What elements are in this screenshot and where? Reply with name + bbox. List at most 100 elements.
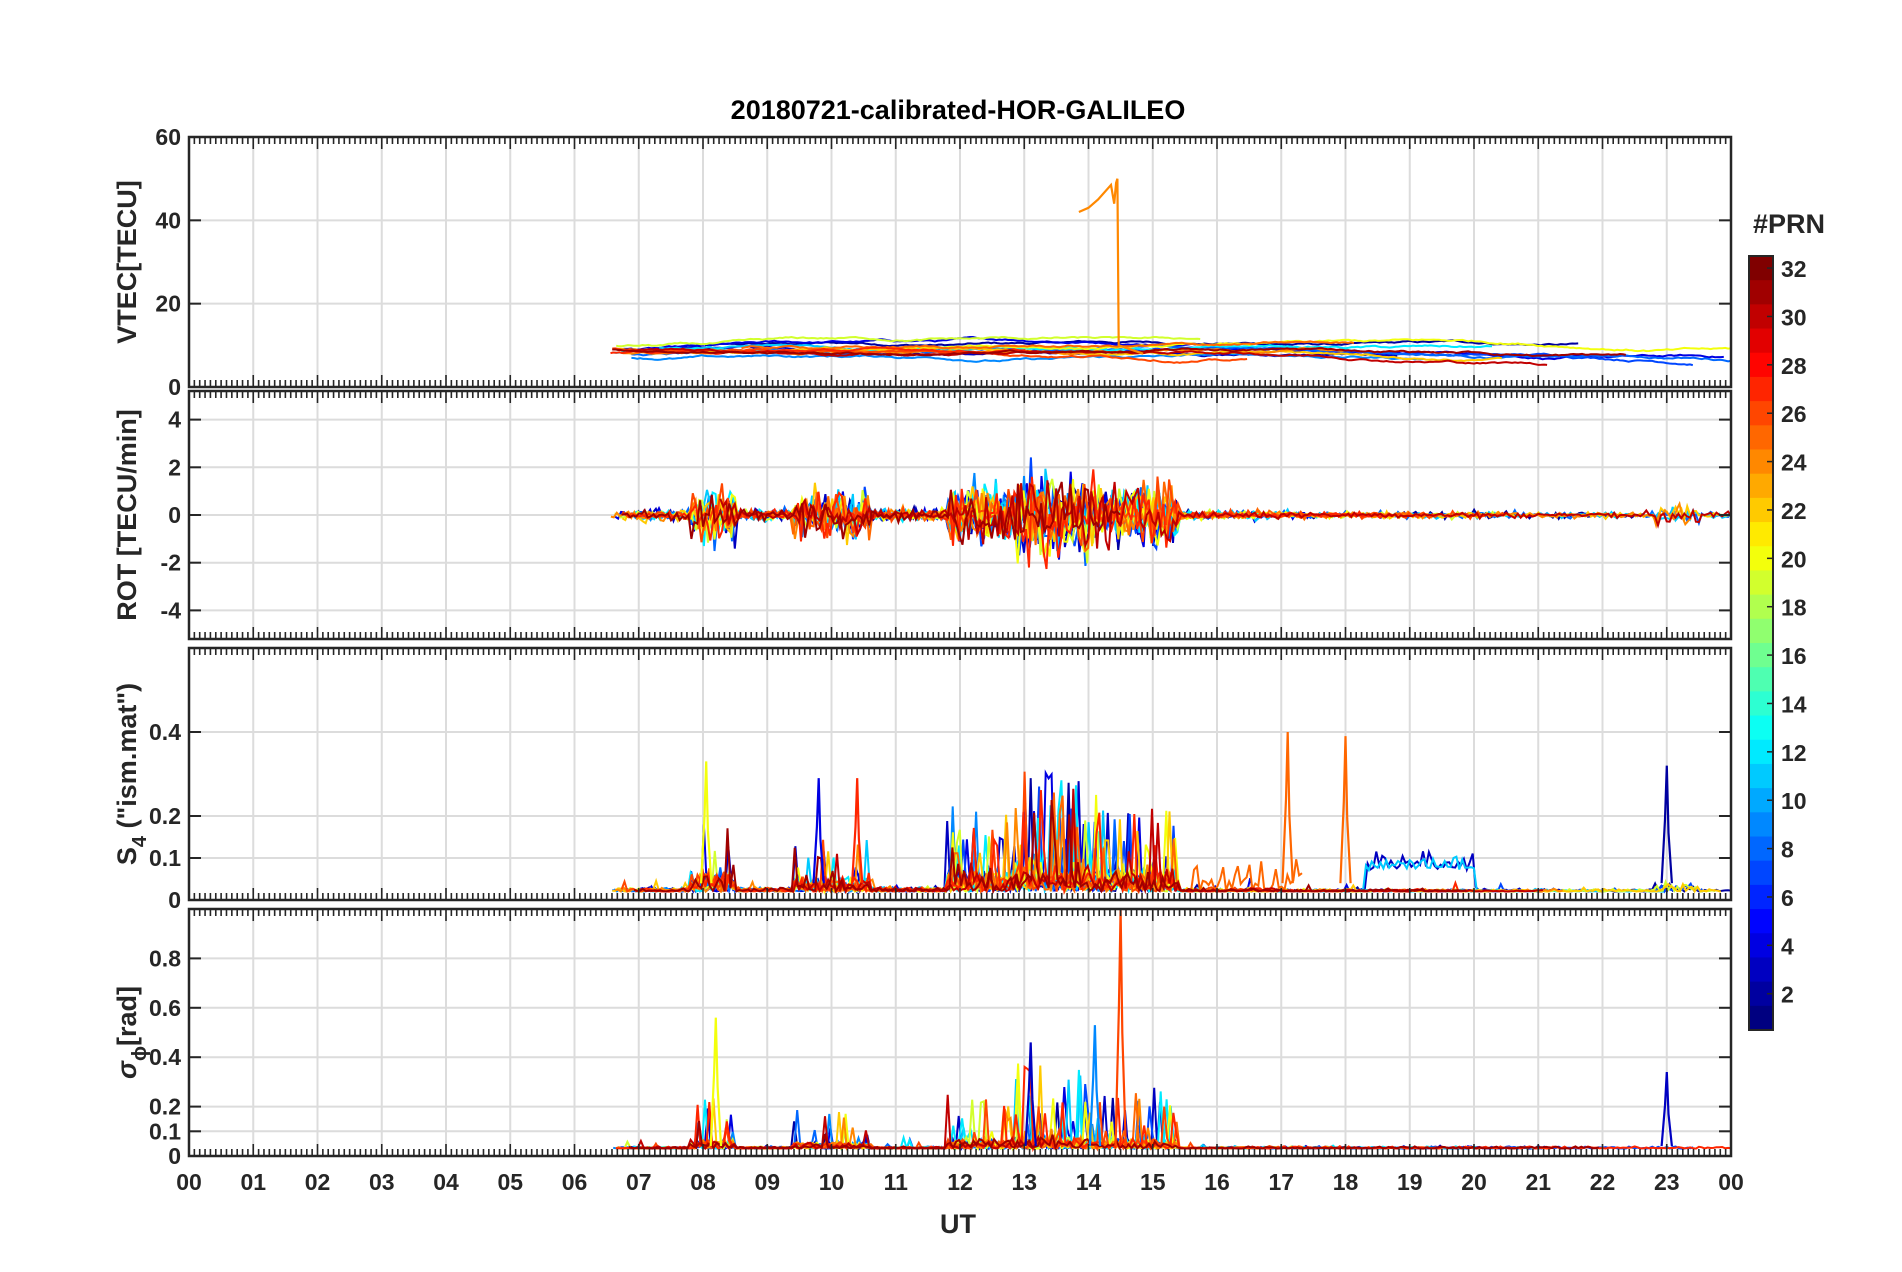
colorbar-tick-label: 26 — [1781, 401, 1807, 427]
x-tick-label: 19 — [1397, 1169, 1423, 1195]
y-label-rest: [rad] — [112, 986, 142, 1046]
colorbar-tick-label: 22 — [1781, 498, 1807, 524]
colorbar-swatch — [1749, 1005, 1773, 1031]
peak-mark — [1114, 909, 1127, 1147]
y-tick-label: 0.8 — [149, 945, 181, 971]
x-tick-label: 14 — [1076, 1169, 1102, 1195]
x-tick-label: 10 — [819, 1169, 845, 1195]
x-tick-label: 17 — [1268, 1169, 1294, 1195]
x-tick-label: 12 — [947, 1169, 973, 1195]
y-axis-label: S4 ("ism.mat") — [112, 683, 151, 865]
colorbar-swatch — [1749, 425, 1773, 451]
y-label-main: S — [112, 847, 142, 865]
colorbar-tick-label: 18 — [1781, 595, 1807, 621]
y-tick-label: 0.1 — [149, 1118, 181, 1144]
x-tick-label: 18 — [1333, 1169, 1359, 1195]
peak-mark — [700, 761, 713, 884]
y-axis-label: VTEC[TECU] — [112, 180, 142, 344]
colorbar-swatch — [1749, 376, 1773, 402]
x-tick-label: 09 — [754, 1169, 780, 1195]
x-tick-label: 13 — [1011, 1169, 1037, 1195]
colorbar-tick-label: 30 — [1781, 304, 1807, 330]
colorbar-swatch — [1749, 570, 1773, 596]
x-tick-label: 23 — [1654, 1169, 1680, 1195]
prn-trace — [628, 1120, 1600, 1151]
x-tick-label: 00 — [1718, 1169, 1744, 1195]
y-tick-label: 60 — [155, 124, 181, 150]
prn-trace — [621, 481, 1121, 546]
y-tick-label: 0.2 — [149, 803, 181, 829]
peak-mark — [1660, 765, 1673, 884]
colorbar-swatch — [1749, 763, 1773, 789]
colorbar-tick-label: 16 — [1781, 643, 1807, 669]
colorbar-tick-label: 32 — [1781, 256, 1807, 282]
prn-traces — [610, 178, 1731, 367]
y-label-main: σ — [112, 1060, 142, 1079]
x-tick-label: 03 — [369, 1169, 395, 1195]
prn-trace — [741, 340, 1355, 351]
colorbar-swatch — [1749, 618, 1773, 644]
prn-trace — [610, 346, 1026, 355]
y-tick-label: 0.4 — [149, 1044, 181, 1070]
prn-trace — [629, 347, 1548, 366]
panel-rot: -4 -2 0 2 4 ROT [TECU/min] — [112, 389, 1733, 641]
x-tick-label: 05 — [497, 1169, 523, 1195]
peak-mark — [1339, 736, 1352, 884]
prn-trace — [704, 339, 1579, 348]
peak-mark — [1088, 1025, 1102, 1147]
x-tick-labels: 00 01 02 03 04 05 06 07 08 09 10 11 12 13 14 15 16 17 18 19… — [176, 1169, 1744, 1195]
colorbar-tick-label: 12 — [1781, 740, 1807, 766]
peak-mark — [1281, 731, 1294, 884]
x-tick-label: 04 — [433, 1169, 459, 1195]
y-tick-label: 40 — [155, 207, 181, 233]
x-tick-label: 11 — [884, 1169, 909, 1195]
y-tick-label: 20 — [155, 291, 181, 317]
panel-sigma_phi: 00.10.2 0.4 0.6 0.8 σϕ[rad] — [112, 907, 1733, 1169]
y-tick-label: 2 — [168, 454, 181, 480]
colorbar-swatch — [1749, 715, 1773, 741]
y-tick-label: 0.2 — [149, 1094, 181, 1120]
x-tick-label: 06 — [562, 1169, 588, 1195]
vtec-spike — [1078, 178, 1144, 355]
colorbar-swatch — [1749, 957, 1773, 983]
prn-trace — [633, 799, 1467, 895]
colorbar-swatch — [1749, 860, 1773, 886]
y-tick-label: -4 — [161, 597, 182, 623]
y-tick-label: 0 — [168, 502, 181, 528]
y-tick-label: 0 — [168, 887, 181, 913]
y-tick-label: 0.4 — [149, 719, 181, 745]
y-tick-label: 0.1 — [149, 845, 181, 871]
peak-mark — [709, 1017, 723, 1147]
prn-traces — [613, 909, 1731, 1153]
prn-trace — [843, 338, 1731, 353]
x-tick-label: 08 — [690, 1169, 716, 1195]
prn-trace — [681, 1083, 1694, 1151]
colorbar-swatch — [1749, 812, 1773, 838]
x-tick-label: 02 — [305, 1169, 331, 1195]
colorbar-swatch — [1749, 328, 1773, 354]
x-tick-label: 07 — [626, 1169, 652, 1195]
colorbar-tick-label: 20 — [1781, 546, 1807, 572]
colorbar-tick-label: 6 — [1781, 885, 1794, 911]
y-tick-label: 0 — [168, 1143, 181, 1169]
peak-mark — [851, 778, 864, 884]
x-tick-label: 21 — [1525, 1169, 1551, 1195]
y-axis-label: σϕ[rad] — [112, 986, 151, 1079]
x-tick-label: 22 — [1590, 1169, 1616, 1195]
colorbar-tick-label: 10 — [1781, 788, 1807, 814]
colorbar-frame — [1748, 255, 1774, 1031]
colorbar-swatch — [1749, 667, 1773, 692]
colorbar-swatch — [1749, 473, 1773, 499]
prn-trace — [612, 347, 1627, 358]
y-tick-label: 0 — [168, 374, 181, 400]
y-label-sub: 4 — [129, 835, 151, 847]
x-tick-label: 00 — [176, 1169, 202, 1195]
peak-mark — [1024, 1042, 1037, 1147]
y-label-sub: ϕ — [129, 1046, 151, 1061]
colorbar-tick-label: 8 — [1781, 837, 1794, 863]
prn-traces — [610, 457, 1731, 570]
x-tick-label: 16 — [1204, 1169, 1230, 1195]
